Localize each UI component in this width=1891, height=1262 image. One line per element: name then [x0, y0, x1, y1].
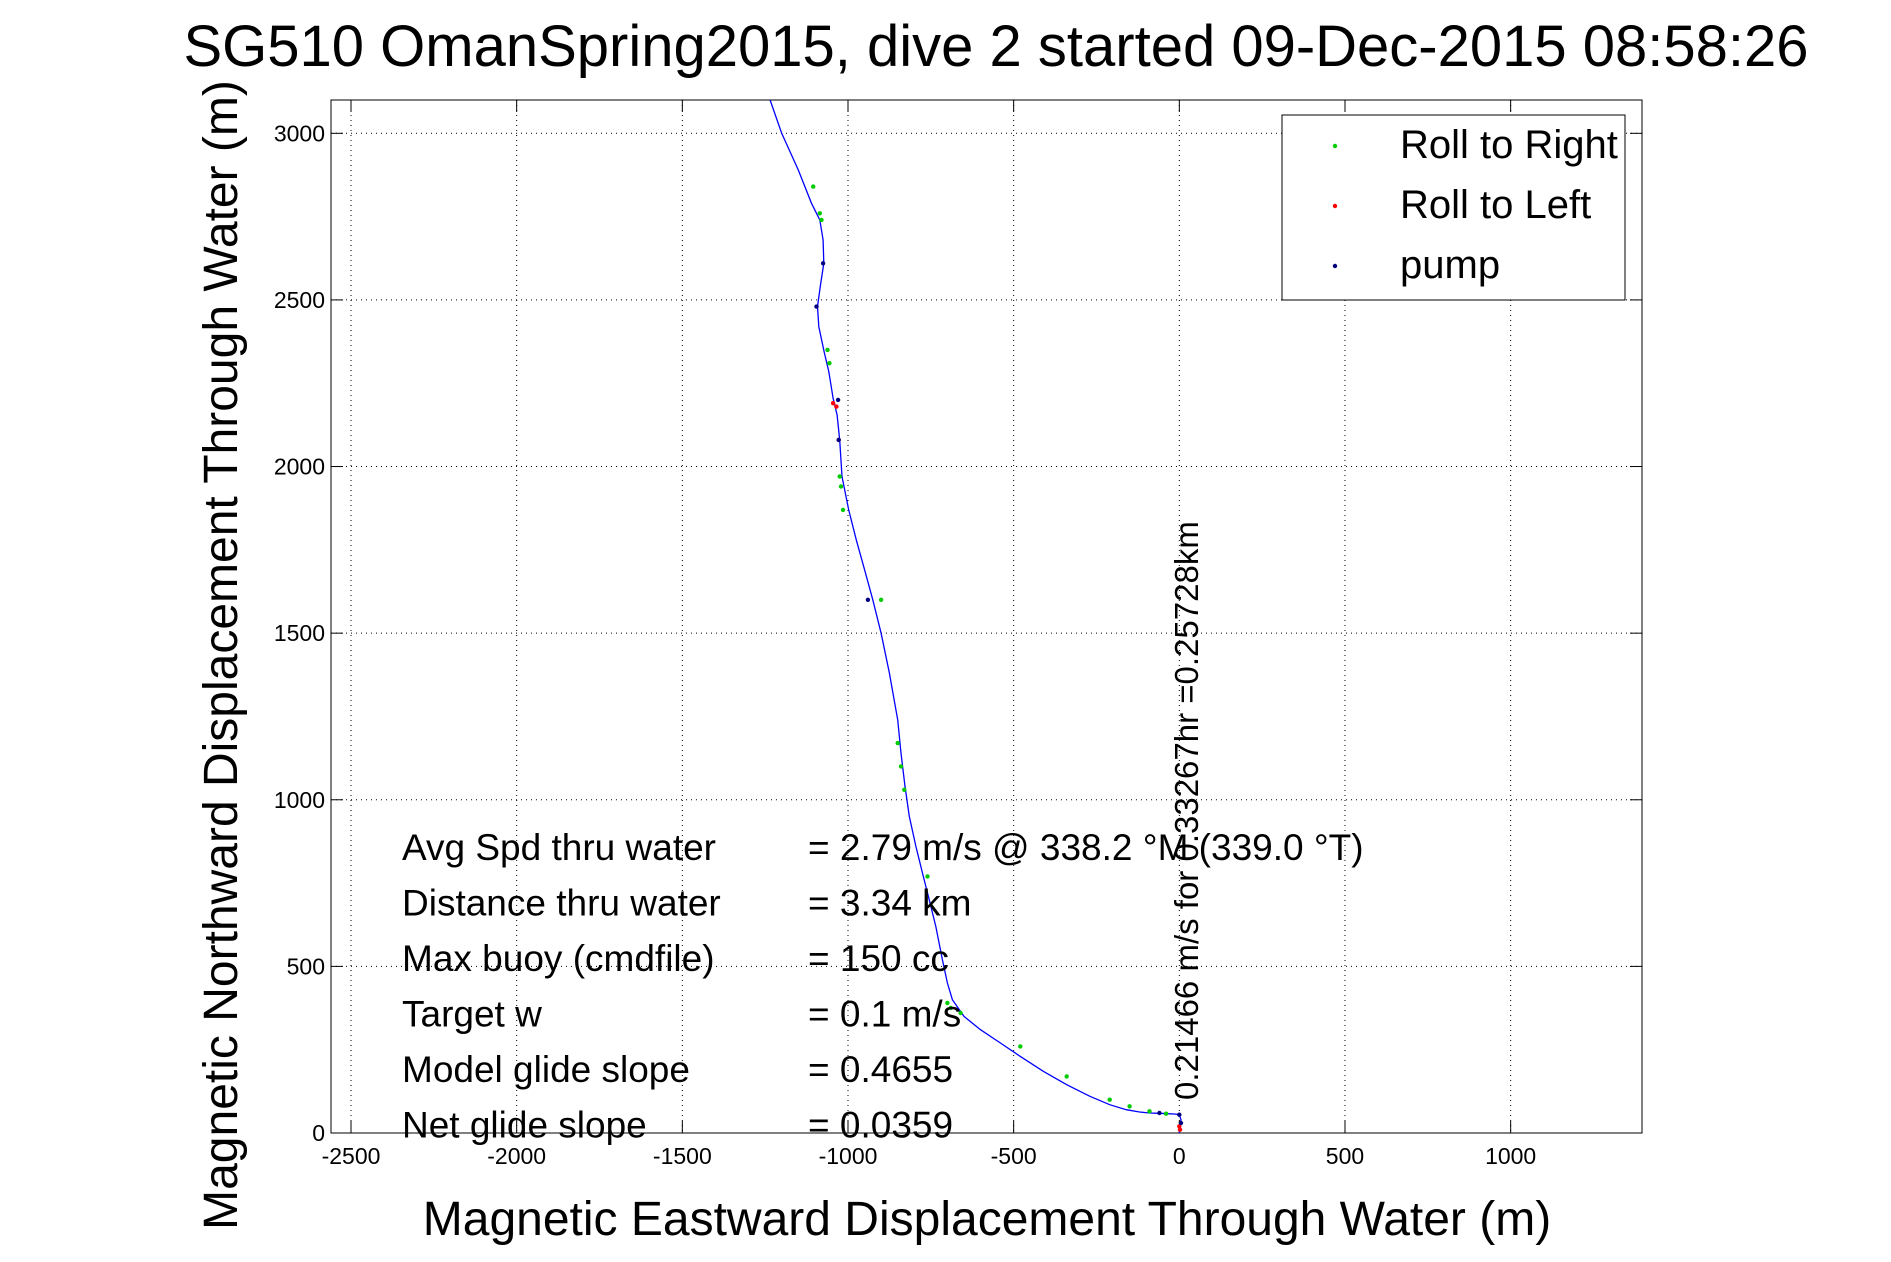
stat-value: = 0.0359 [808, 1105, 953, 1146]
roll-to-right-point [840, 507, 846, 513]
plot-frame [330, 99, 1643, 1134]
speed-annotation: 0.21466 m/s for 0.33267hr =0.25728km [1168, 521, 1205, 1100]
roll-to-right-point [945, 1000, 950, 1006]
stat-label: Distance thru water [402, 883, 721, 924]
roll-to-right-point [1127, 1104, 1132, 1109]
x-tick-label: -1500 [653, 1143, 712, 1169]
legend-marker-roll-to-left [1332, 203, 1338, 209]
x-tick-label: 0 [1173, 1143, 1186, 1169]
x-tick-label: -2000 [487, 1143, 546, 1169]
legend-box [1281, 114, 1626, 301]
y-tick-label: 0 [312, 1120, 325, 1146]
pump-point [1178, 1120, 1184, 1126]
roll-to-right-point [1018, 1044, 1023, 1049]
roll-to-right-point [902, 787, 907, 792]
stat-label: Max buoy (cmdfile) [402, 938, 715, 979]
legend-label-pump: pump [1400, 243, 1500, 287]
x-tick-label: -500 [991, 1143, 1037, 1169]
y-tick-label: 3000 [274, 120, 325, 146]
roll-to-right-point [1147, 1109, 1152, 1114]
legend-marker-pump [1332, 263, 1338, 269]
marker-layer [811, 184, 1184, 1132]
legend-label-roll-to-right: Roll to Right [1400, 123, 1618, 167]
y-tick-label: 1000 [274, 787, 325, 813]
roll-to-right-point [1107, 1097, 1112, 1102]
roll-to-right-point [878, 597, 884, 602]
stat-value: = 2.79 m/s @ 338.2 °M (339.0 °T) [808, 827, 1364, 868]
stat-label: Model glide slope [402, 1049, 690, 1090]
roll-to-left-point [1177, 1127, 1183, 1132]
stat-label: Net glide slope [402, 1105, 647, 1146]
roll-to-right-point [958, 1010, 963, 1016]
stat-value: = 150 cc [808, 938, 949, 979]
roll-to-right-point [837, 474, 842, 479]
pump-point [865, 597, 871, 602]
roll-to-right-point [825, 347, 830, 353]
y-tick-label: 2000 [274, 454, 325, 480]
pump-point [814, 304, 819, 309]
roll-to-right-point [1064, 1074, 1069, 1079]
pump-point [1157, 1110, 1162, 1116]
roll-to-right-point [898, 764, 904, 769]
stat-value: = 0.4655 [808, 1049, 953, 1090]
pump-point [836, 437, 841, 443]
y-tick-label: 2500 [274, 287, 325, 313]
pump-point [820, 261, 826, 266]
track-layer [769, 99, 1182, 1134]
track-line [769, 99, 1182, 1134]
roll-to-right-point [948, 1005, 953, 1011]
stat-label: Avg Spd thru water [402, 827, 716, 868]
y-axis-label: Magnetic Northward Displacement Through … [195, 80, 248, 1230]
roll-to-right-point [838, 484, 844, 489]
y-tick-label: 500 [287, 953, 325, 979]
x-axis-label: Magnetic Eastward Displacement Through W… [423, 1193, 1551, 1246]
stat-value: = 0.1 m/s [808, 994, 961, 1035]
roll-to-left-point [834, 404, 839, 409]
chart-title: SG510 OmanSpring2015, dive 2 started 09-… [183, 14, 1808, 79]
pump-point [835, 397, 841, 403]
roll-to-right-point [817, 211, 822, 216]
roll-to-right-point [925, 874, 930, 879]
x-tick-label: -1000 [819, 1143, 878, 1169]
stat-label: Target w [402, 994, 542, 1035]
stats-block: Avg Spd thru water = 2.79 m/s @ 338.2 °M … [402, 827, 1364, 1146]
y-tick-label: 1500 [274, 620, 325, 646]
roll-to-right-point [827, 361, 832, 366]
roll-to-right-point [1163, 1111, 1169, 1116]
x-tick-label: -2500 [322, 1143, 381, 1169]
roll-to-right-point [819, 217, 824, 223]
roll-to-right-point [895, 740, 900, 746]
stat-value: = 3.34 km [808, 883, 972, 924]
roll-to-right-point [811, 184, 816, 189]
roll-to-left-point [1177, 1124, 1182, 1129]
x-tick-label: 1000 [1485, 1143, 1536, 1169]
legend-marker-roll-to-right [1332, 143, 1338, 149]
pump-point [1177, 1112, 1182, 1117]
legend-label-roll-to-left: Roll to Left [1400, 183, 1591, 227]
axis-ticks: -2500 -2000 -1500 -1000 -500 0 500 1000 0 500 1000… [274, 100, 1642, 1169]
roll-to-left-point [830, 401, 836, 406]
legend: Roll to Right Roll to Left pump [1281, 114, 1626, 301]
x-tick-label: 500 [1326, 1143, 1364, 1169]
